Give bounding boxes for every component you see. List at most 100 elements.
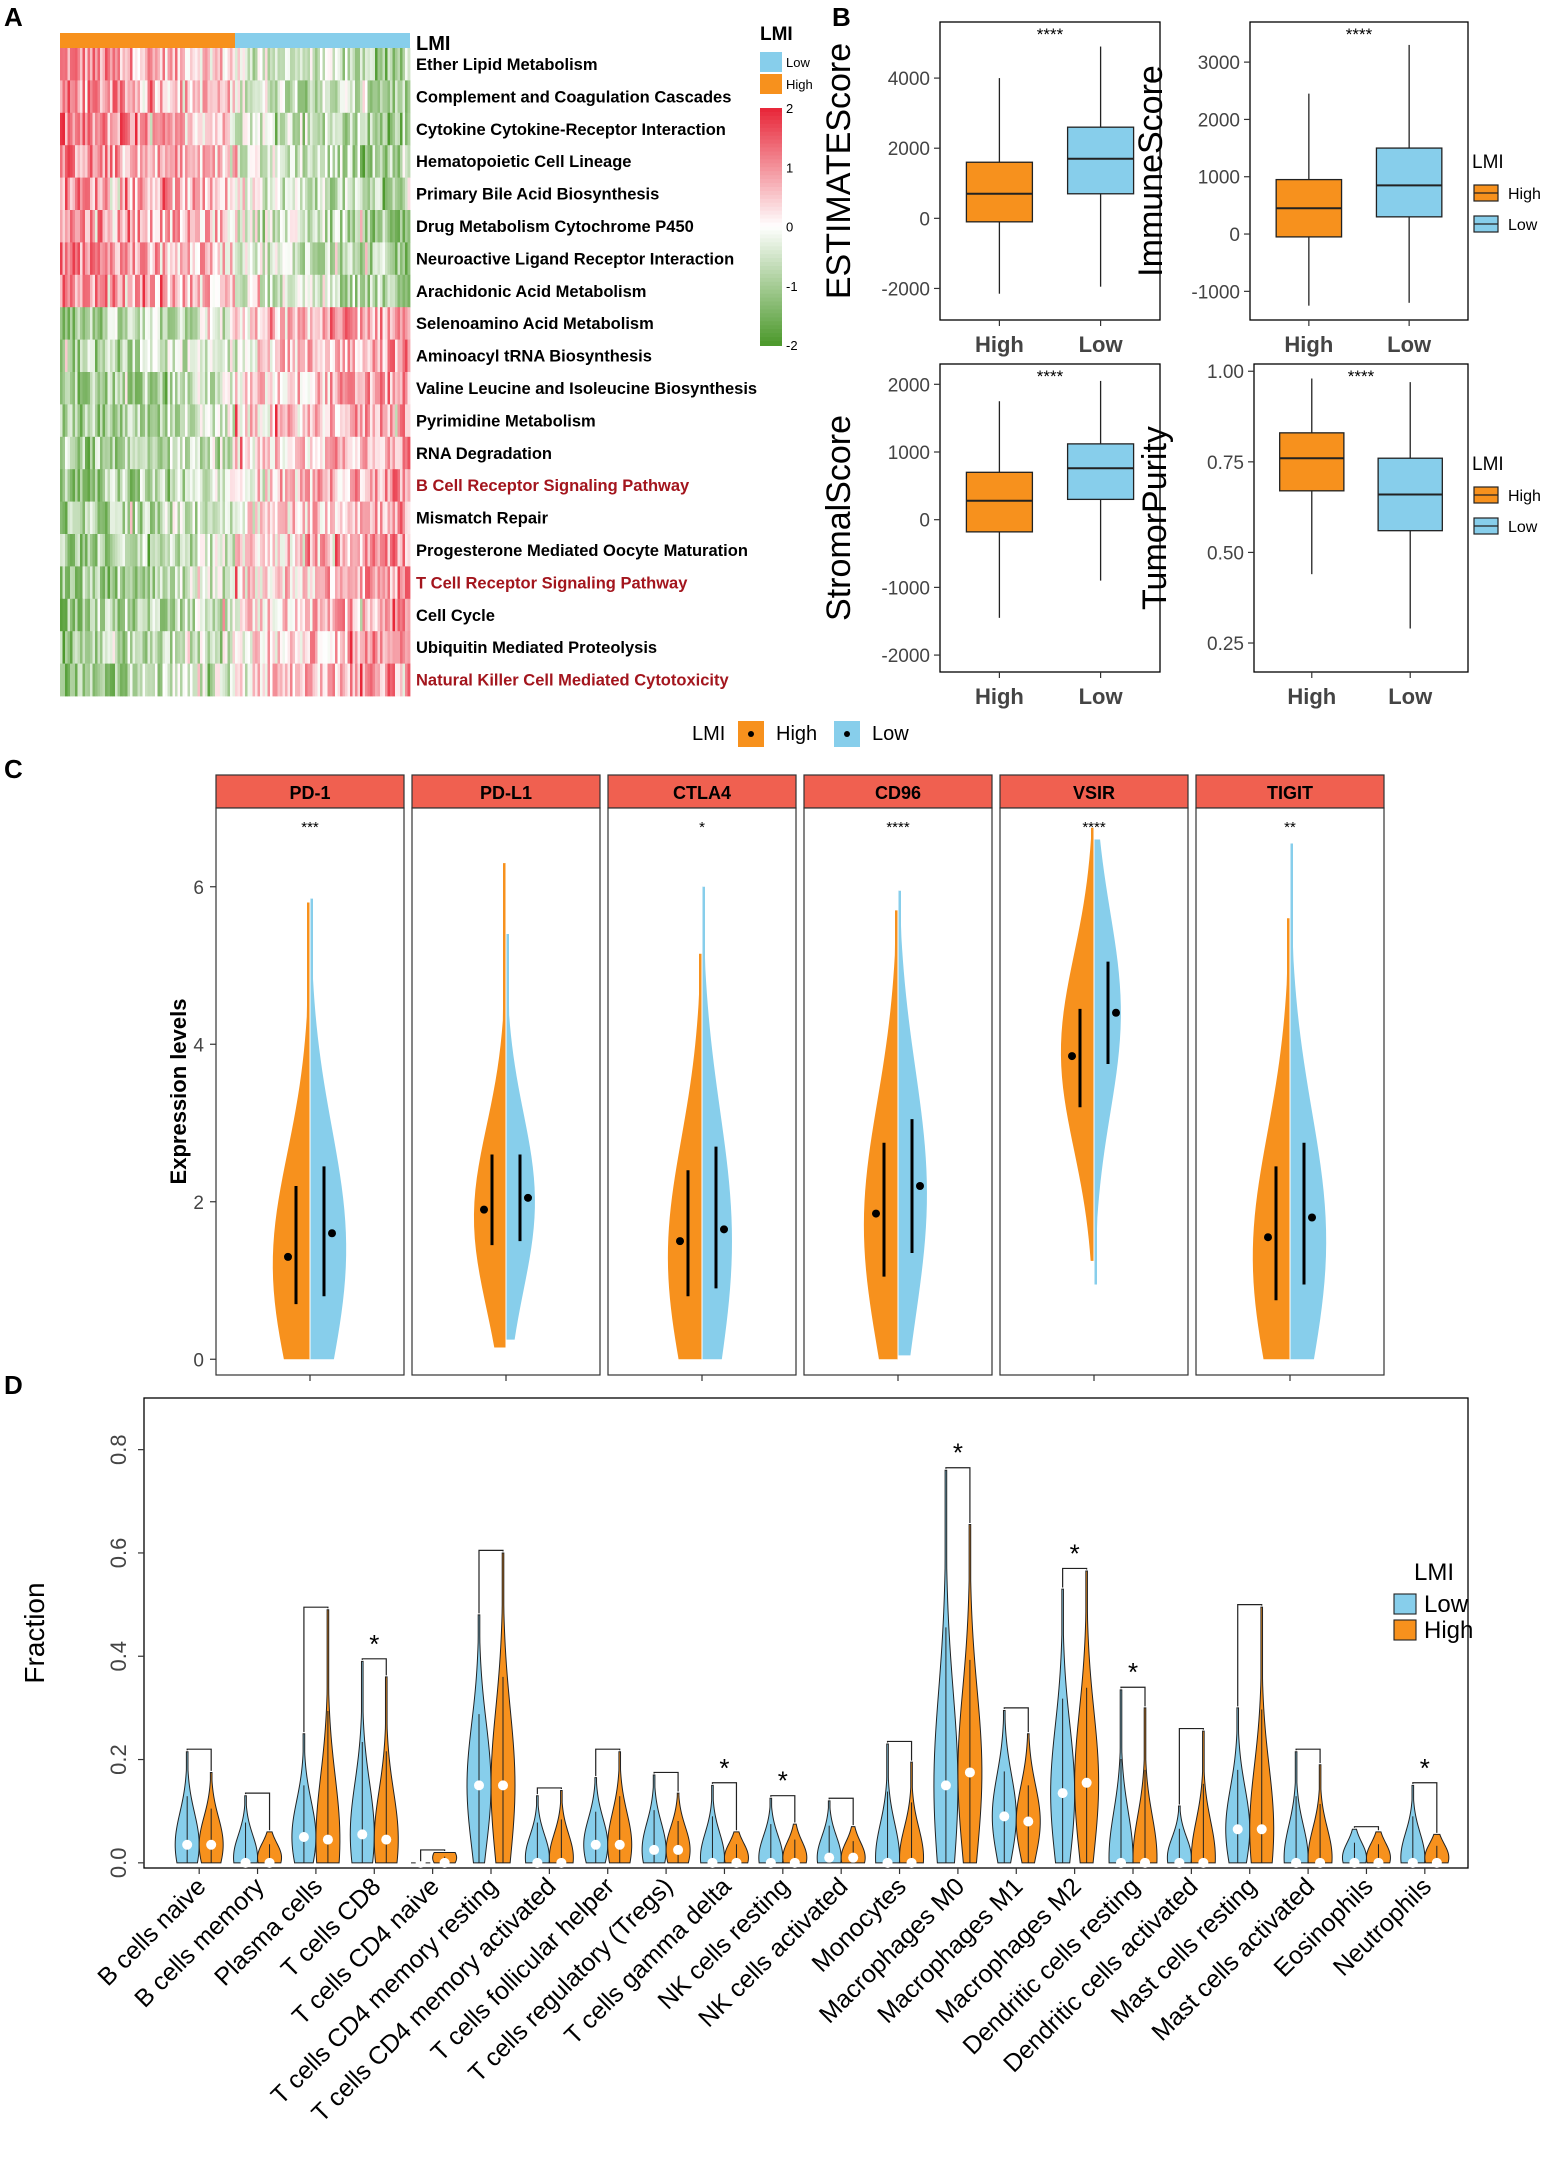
heatmap-cell [192, 274, 196, 308]
heatmap-cell [245, 307, 248, 340]
median-point [1081, 1777, 1092, 1788]
heatmap-cell [342, 534, 346, 567]
heatmap-cell [105, 436, 108, 470]
heatmap-cell [100, 48, 103, 81]
heatmap-cell [325, 501, 328, 535]
comparison-bracket [478, 1549, 504, 1614]
heatmap-cell [165, 372, 168, 405]
heatmap-cell [207, 404, 211, 438]
heatmap-cell [257, 663, 261, 697]
heatmap-cell [130, 112, 133, 146]
heatmap-cell [150, 469, 153, 502]
heatmap-cell [97, 598, 101, 632]
heatmap-cell [302, 145, 306, 178]
heatmap-cell [137, 372, 141, 405]
heatmap-cell [295, 242, 298, 276]
heatmap-row [60, 663, 411, 697]
heatmap-cell [142, 631, 146, 664]
heatmap-cell [132, 145, 136, 178]
heatmap-cell [322, 48, 326, 81]
colorbar-step [760, 305, 782, 311]
heatmap-cell [275, 372, 278, 405]
heatmap-cell [187, 663, 191, 697]
heatmap-cell [185, 404, 188, 438]
comparison-bracket [1353, 1826, 1380, 1831]
heatmap-cell [92, 469, 96, 502]
legend-title: LMI [1472, 152, 1504, 173]
heatmap-cell [295, 210, 298, 243]
heatmap-cell [330, 274, 333, 308]
heatmap-cell [87, 436, 91, 470]
heatmap-cell [200, 631, 203, 664]
heatmap-cell [135, 404, 138, 438]
heatmap-cell [82, 404, 86, 438]
heatmap-cell [282, 566, 286, 600]
y-tick-label: 2000 [1198, 110, 1240, 131]
heatmap-cell [305, 177, 308, 211]
heatmap-cell [195, 469, 198, 502]
heatmap-cell [317, 80, 321, 114]
heatmap-cell [312, 177, 316, 211]
heatmap-cell [400, 80, 403, 114]
heatmap-cell [380, 534, 383, 567]
heatmap-cell [80, 534, 83, 567]
heatmap-cell [117, 404, 121, 438]
heatmap-cell [140, 372, 143, 405]
heatmap-cell [392, 242, 396, 276]
heatmap-cell [387, 469, 391, 502]
significance-stars: **** [1037, 25, 1064, 44]
heatmap-cell [212, 663, 216, 697]
heatmap-cell [287, 663, 291, 697]
heatmap-cell [347, 112, 351, 146]
median-point [240, 1857, 251, 1868]
heatmap-cell [267, 242, 271, 276]
heatmap-cell [362, 534, 366, 567]
heatmap-cell [60, 80, 63, 114]
heatmap-cell [275, 663, 278, 697]
colorbar-step [760, 329, 782, 335]
heatmap-cell [122, 663, 126, 697]
median-point [1198, 1857, 1209, 1868]
heatmap-cell [65, 372, 68, 405]
heatmap-cell [67, 242, 71, 276]
heatmap-cell [165, 48, 168, 81]
heatmap-cell [97, 48, 101, 81]
heatmap-cell [112, 404, 116, 438]
heatmap-cell [380, 307, 383, 340]
heatmap-cell [80, 404, 83, 438]
heatmap-cell [65, 80, 68, 114]
heatmap-cell [77, 48, 81, 81]
heatmap-cell [207, 534, 211, 567]
heatmap-cell [65, 339, 68, 373]
significance-star: * [1070, 1538, 1080, 1568]
heatmap-cell [335, 372, 338, 405]
heatmap-cell [240, 112, 243, 146]
heatmap-cell [215, 112, 218, 146]
heatmap-cell [300, 501, 303, 535]
heatmap-cell [382, 501, 386, 535]
heatmap-cell [395, 631, 398, 664]
heatmap-cell [110, 80, 113, 114]
heatmap-cell [150, 663, 153, 697]
heatmap-cell [312, 210, 316, 243]
heatmap-cell [65, 469, 68, 502]
heatmap-cell [180, 501, 183, 535]
heatmap-cell [87, 210, 91, 243]
heatmap-cell [75, 112, 78, 146]
heatmap-cell [387, 112, 391, 146]
heatmap-cell [175, 404, 178, 438]
heatmap-cell [180, 242, 183, 276]
heatmap-cell [220, 534, 223, 567]
heatmap-cell [350, 177, 353, 211]
heatmap-cell [362, 112, 366, 146]
y-tick-label: 0 [193, 1350, 204, 1371]
heatmap-cell [397, 598, 401, 632]
heatmap-cell [307, 598, 311, 632]
heatmap-cell [215, 307, 218, 340]
heatmap-cell [347, 404, 351, 438]
heatmap-cell [267, 372, 271, 405]
heatmap-cell [405, 177, 408, 211]
heatmap-cell [352, 631, 356, 664]
heatmap-cell [332, 566, 336, 600]
